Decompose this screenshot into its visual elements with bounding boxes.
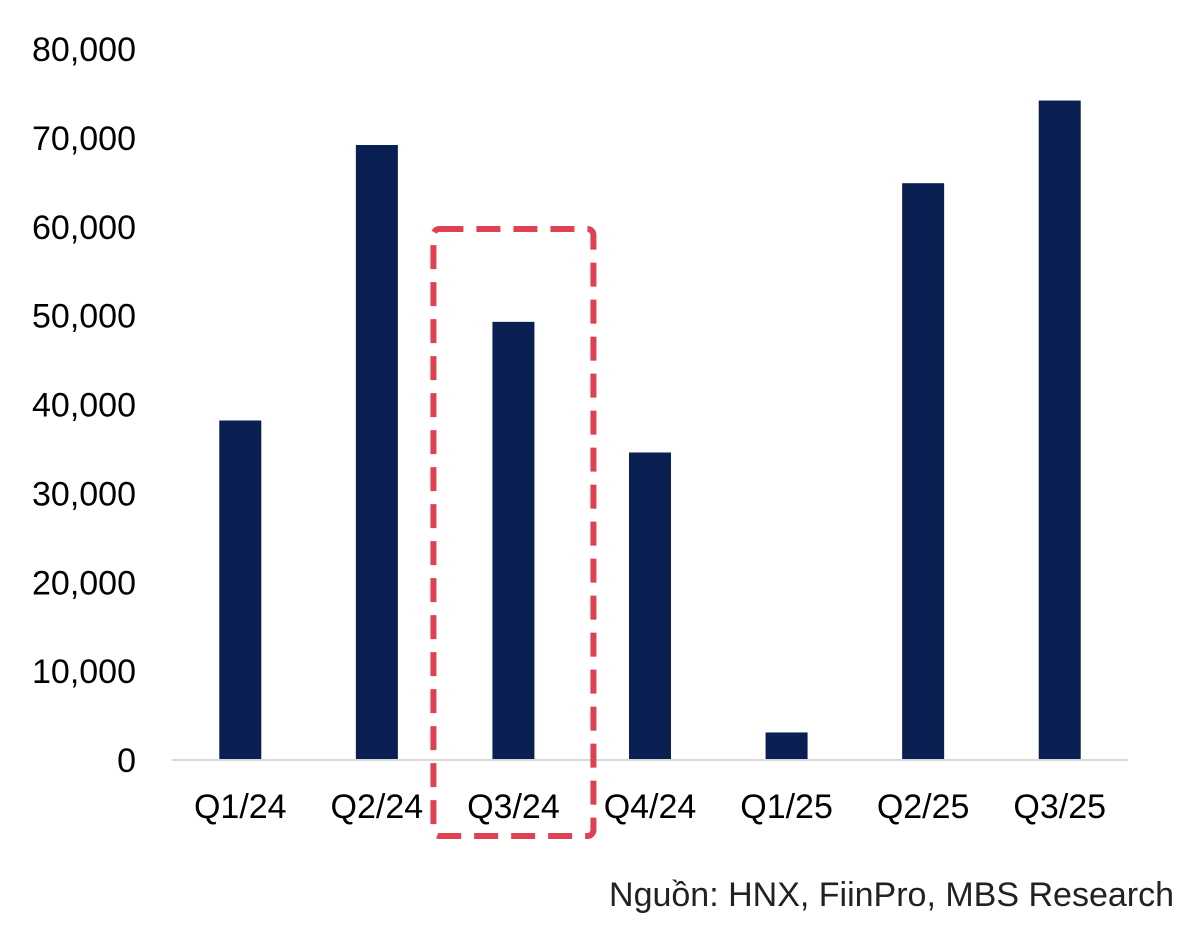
y-tick-label: 50,000 <box>32 298 136 336</box>
x-tick-label: Q2/25 <box>877 788 970 826</box>
bar <box>1038 100 1081 761</box>
bars-group <box>219 100 1081 761</box>
bar <box>492 321 535 760</box>
source-note: Nguồn: HNX, FiinPro, MBS Research <box>609 876 1174 914</box>
y-tick-label: 40,000 <box>32 387 136 425</box>
bar <box>219 420 262 760</box>
x-tick-label: Q1/25 <box>740 788 833 826</box>
highlight-box <box>430 226 597 839</box>
y-tick-label: 30,000 <box>32 475 136 513</box>
y-tick-label: 80,000 <box>32 31 136 69</box>
x-tick-label: Q3/24 <box>467 788 560 826</box>
bar <box>765 732 808 760</box>
bar-chart: 0 10,000 20,000 30,000 40,000 50,000 60,000 70,… <box>32 31 1128 839</box>
y-tick-label: 20,000 <box>32 564 136 602</box>
bar <box>355 144 398 761</box>
y-axis: 0 10,000 20,000 30,000 40,000 50,000 60,000 70,… <box>32 31 136 780</box>
x-tick-label: Q4/24 <box>604 788 697 826</box>
bar <box>629 452 671 760</box>
x-tick-label: Q2/24 <box>331 788 424 826</box>
y-tick-label: 10,000 <box>32 653 136 691</box>
y-tick-label: 0 <box>117 742 136 780</box>
y-tick-label: 70,000 <box>32 120 136 158</box>
bar <box>902 183 945 761</box>
y-tick-label: 60,000 <box>32 209 136 247</box>
x-axis: Q1/24 Q2/24 Q3/24 Q4/24 Q1/25 Q2/25 Q3/25 <box>194 788 1106 826</box>
x-tick-label: Q1/24 <box>194 788 287 826</box>
x-tick-label: Q3/25 <box>1013 788 1106 826</box>
